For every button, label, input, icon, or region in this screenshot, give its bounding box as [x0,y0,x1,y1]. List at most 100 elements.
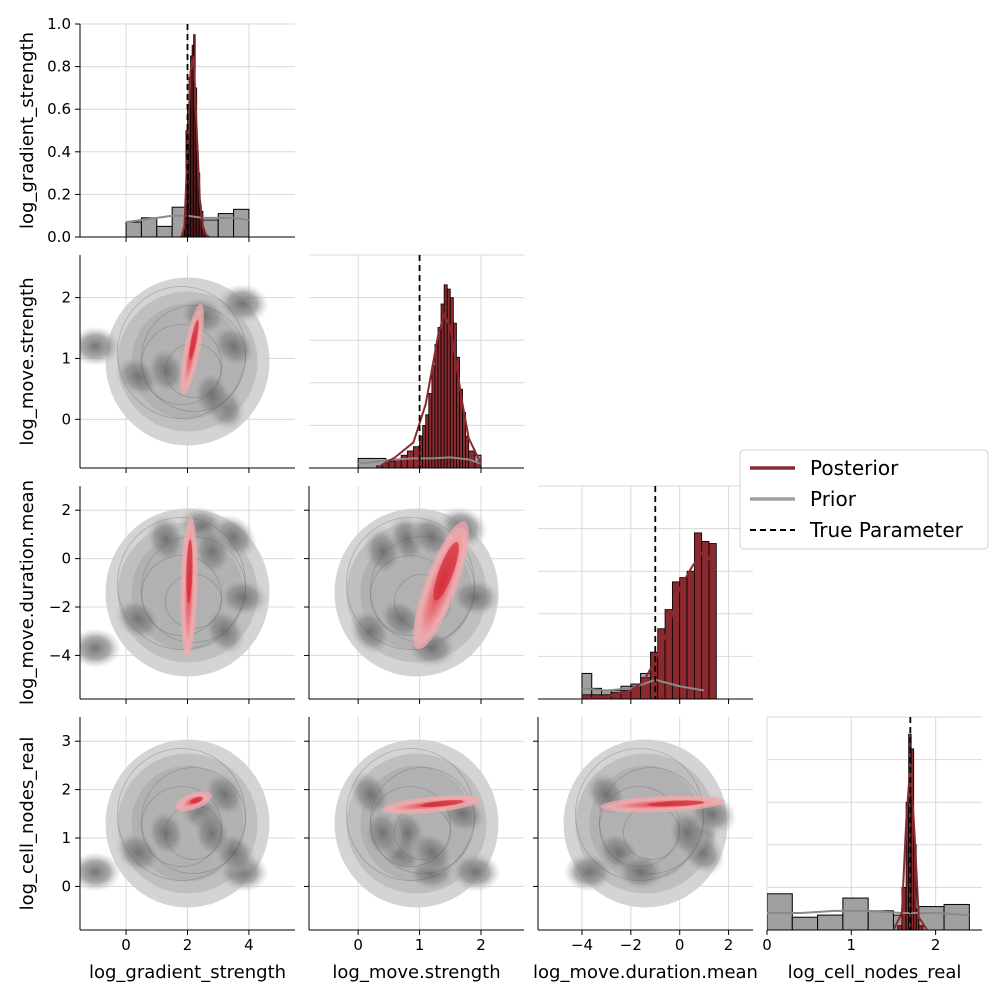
prior-contour-line [370,786,451,867]
y-tick-label: 3 [61,732,71,750]
prior-contour-line [141,324,222,405]
x-tick-label: 0 [353,936,363,954]
prior-kde-density [80,628,122,669]
prior-kde-density [202,606,247,656]
x-tick-label: 2 [476,936,486,954]
prior-kde-density [362,807,403,859]
y-tick-label: −4 [49,646,71,664]
prior-contour-line [141,767,246,874]
prior-histogram-bar [233,208,250,237]
x-tick-label: 2 [724,936,734,954]
x-tick-label: 0 [675,936,685,954]
x-tick-label: 4 [244,936,254,954]
prior-kde-density [408,829,456,876]
x-tick-label: 0 [762,936,772,954]
prior-kde-density [191,369,233,421]
posterior-histogram-bar [708,543,717,699]
posterior-histogram-bar [686,570,695,699]
y-tick-label: 2 [61,289,71,307]
prior-contour-line [141,555,222,636]
posterior-histogram-bar [443,284,448,468]
prior-kde-line [358,456,482,465]
y-tick-label: 0.2 [47,185,71,203]
prior-histogram-bar [867,910,894,930]
prior-kde-density [80,326,122,367]
y-tick-label: 2 [61,781,71,799]
diag-panel-0: 0.0 0.2 0.4 0.6 0.8 1.0 [47,15,295,246]
posterior-histogram-bar [449,297,454,468]
prior-kde-density [145,345,187,397]
y-tick-label: 0.8 [47,58,71,76]
y-tick-label: 2 [61,501,71,519]
y-tick-label: 1 [61,349,71,367]
posterior-histogram-bar [897,925,903,930]
posterior-histogram-bar [701,540,710,699]
posterior-kde-core [190,796,203,804]
y-tick-label: 1 [61,829,71,847]
x-tick-label: 2 [931,936,941,954]
x-axis-label: log_move.duration.mean [533,962,758,983]
prior-contour-line [599,767,704,874]
prior-kde-line [581,678,705,692]
x-tick-label: 1 [847,936,857,954]
prior-kde-density [145,513,187,565]
panel-2-0: −4 −2 0 2 [49,486,295,704]
posterior-kde-core [189,320,199,360]
posterior-histogram-bar [431,365,436,468]
x-axis-label: log_gradient_strength [89,962,286,983]
y-tick-label: 0.0 [47,228,71,246]
prior-kde-density [348,606,393,656]
posterior-kde-core [433,542,459,601]
prior-kde-density [216,283,269,324]
panel-3-2: −4 −2 0 2 [533,717,753,954]
x-axis-label: log_cell_nodes_real [788,962,962,983]
diag-panel-3: 0 1 2 [762,716,982,954]
diag-panel-1 [309,254,524,473]
prior-kde-density [145,807,187,859]
posterior-histogram-bar [425,414,430,468]
prior-kde-density [448,577,501,618]
prior-kde-density [114,596,163,642]
y-axis-label: log_gradient_strength [17,32,38,229]
prior-contour-line [117,517,246,650]
prior-kde-density [191,807,233,859]
posterior-histogram-bar [446,288,451,468]
prior-kde-line [767,909,970,917]
posterior-kde-core [420,800,464,808]
panel-1-0: 0 1 2 [61,255,295,473]
y-tick-label: 0.4 [47,143,71,161]
x-tick-label: −4 [571,936,593,954]
prior-contour-line [117,286,246,419]
prior-kde-density [210,323,258,370]
prior-kde-density [348,769,393,819]
prior-histogram-bar [581,672,593,699]
x-axis-label: log_move.strength [332,962,500,983]
panel-2-1 [304,486,524,704]
posterior-kde-line [892,763,929,930]
posterior-kde-core [186,538,193,604]
prior-contour-line [346,517,475,650]
prior-contour-line [141,786,222,867]
y-tick-label: −2 [49,598,71,616]
prior-kde-density [202,769,247,819]
posterior-histogram-bar [434,344,439,468]
prior-contour-line [346,748,475,881]
legend-label: Prior [810,487,857,511]
prior-contour-line [370,767,475,874]
posterior-kde-line [376,311,482,468]
posterior-histogram-bar [679,577,688,699]
x-tick-label: 2 [183,936,193,954]
prior-kde-density [216,577,269,618]
prior-histogram-bar [140,217,158,237]
prior-histogram-bar [156,225,173,237]
legend-box [739,449,989,550]
legend: Posterior Prior True Parameter [739,449,989,550]
prior-histogram-bar [125,221,142,237]
prior-histogram-bar [943,903,970,930]
prior-histogram-bar [842,897,869,930]
y-tick-label: 0 [61,877,71,895]
prior-contour-line [599,786,680,867]
prior-histogram-bar [791,916,819,930]
